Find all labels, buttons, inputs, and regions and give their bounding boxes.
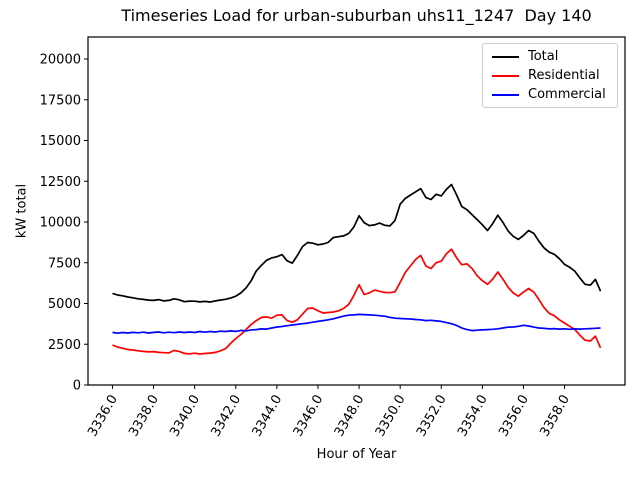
y-tick-label: 5000: [48, 297, 81, 312]
commercial-line-sample-icon: [492, 93, 519, 96]
series-line-residential: [112, 248, 602, 355]
series-line-total: [112, 183, 602, 303]
x-tick-label: 3348.0: [332, 393, 368, 440]
y-tick-label: 17500: [40, 93, 81, 108]
x-tick-label: 3338.0: [126, 393, 162, 440]
x-tick-label: 3356.0: [496, 393, 532, 440]
x-tick-label: 3342.0: [208, 393, 244, 440]
y-tick-label: 10000: [40, 216, 81, 231]
axes-spines: [87, 36, 626, 386]
legend-label-total: Total: [528, 49, 559, 64]
legend: Total Residential Commercial: [482, 43, 618, 108]
legend-entry-total: Total: [483, 48, 617, 66]
x-tick-label: 3346.0: [291, 393, 327, 440]
x-tick-label: 3350.0: [373, 393, 409, 440]
x-axis-label: Hour of Year: [316, 447, 397, 462]
legend-label-commercial: Commercial: [528, 87, 606, 102]
x-tick-label: 3352.0: [414, 393, 450, 440]
x-tick-label: 3354.0: [455, 393, 491, 440]
x-tick-label: 3336.0: [85, 393, 121, 440]
legend-entry-commercial: Commercial: [483, 86, 617, 104]
y-tick-label: 7500: [48, 256, 81, 271]
total-line-sample-icon: [492, 55, 519, 58]
y-tick-label: 2500: [48, 338, 81, 353]
y-tick-label: 12500: [40, 175, 81, 190]
x-tick-label: 3358.0: [537, 393, 573, 440]
y-tick-label: 0: [73, 379, 81, 394]
residential-line-sample-icon: [492, 74, 519, 77]
legend-label-residential: Residential: [528, 68, 600, 83]
y-tick-label: 20000: [40, 53, 81, 68]
chart-title: Timeseries Load for urban-suburban uhs11…: [121, 6, 592, 25]
y-tick-label: 15000: [40, 134, 81, 149]
x-tick-label: 3340.0: [167, 393, 203, 440]
x-tick-label: 3344.0: [250, 393, 286, 440]
series-line-commercial: [112, 313, 601, 335]
legend-entry-residential: Residential: [483, 67, 617, 85]
y-axis-label: kW total: [14, 183, 30, 239]
